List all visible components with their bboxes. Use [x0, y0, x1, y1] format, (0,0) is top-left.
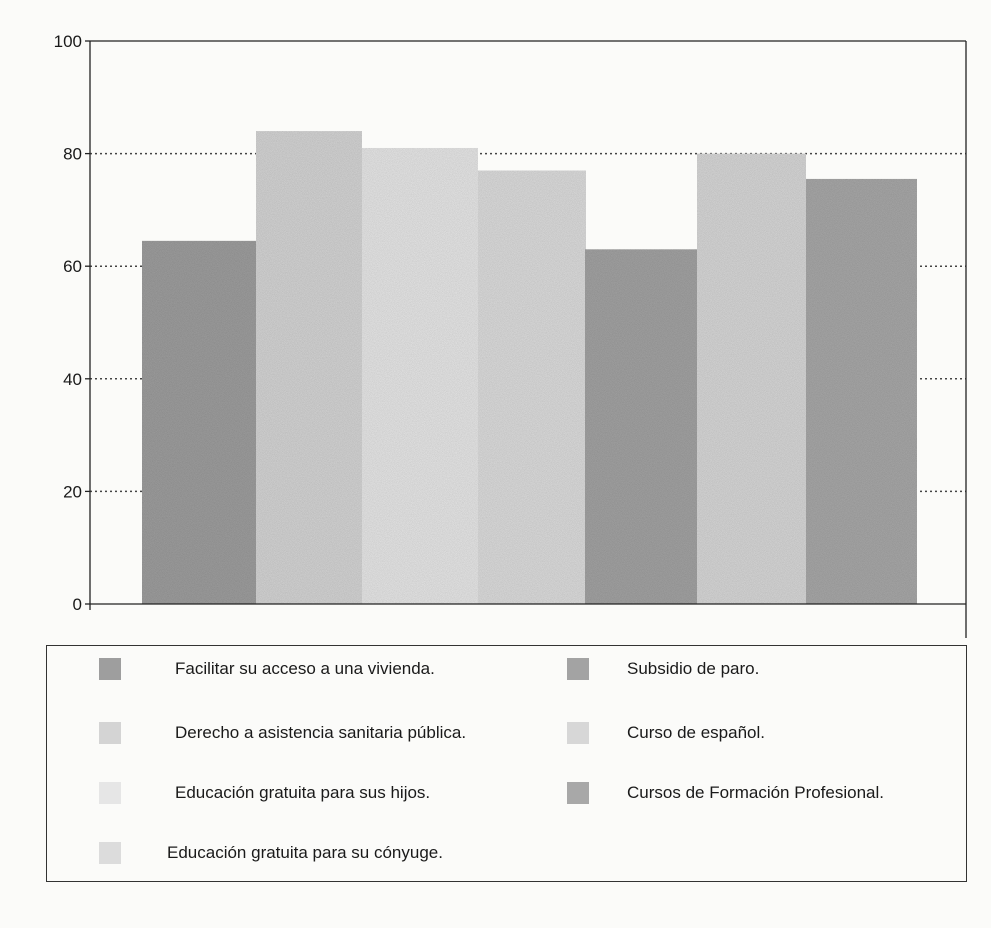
y-tick-label: 0	[73, 595, 82, 614]
legend-item-1: Facilitar su acceso a una vivienda.	[99, 658, 435, 680]
bar-4	[478, 170, 586, 605]
y-tick-label: 80	[63, 145, 82, 164]
axes	[85, 40, 967, 638]
legend-item-7: Cursos de Formación Profesional.	[567, 782, 884, 804]
legend-item-6: Curso de español.	[567, 722, 765, 744]
legend-label: Curso de español.	[627, 723, 765, 742]
legend-label: Educación gratuita para su cónyuge.	[167, 843, 443, 862]
bar-7	[806, 178, 917, 604]
y-tick-labels: 0 20 40 60 80 100	[54, 32, 82, 614]
legend-swatch	[567, 722, 589, 744]
legend-swatch	[99, 842, 121, 864]
legend-item-5: Subsidio de paro.	[567, 658, 759, 680]
legend-label: Derecho a asistencia sanitaria pública.	[175, 723, 467, 742]
bars	[142, 131, 917, 605]
bar-3	[362, 147, 478, 604]
legend-label: Cursos de Formación Profesional.	[627, 783, 885, 802]
legend-swatch	[99, 722, 121, 744]
legend-label: Subsidio de paro.	[627, 659, 760, 678]
legend-swatch	[99, 658, 121, 680]
legend-item-2: Derecho a asistencia sanitaria pública.	[99, 722, 466, 744]
y-tick-label: 40	[63, 370, 82, 389]
legend-swatch	[567, 782, 589, 804]
bar-2	[256, 131, 362, 604]
y-tick-label: 60	[63, 257, 82, 276]
legend-item-4: Educación gratuita para su cónyuge.	[99, 842, 443, 864]
legend-swatch	[567, 658, 589, 680]
legend-label: Educación gratuita para sus hijos.	[175, 783, 431, 802]
bar-6	[697, 153, 806, 604]
bar-chart: 0 20 40 60 80 100	[54, 32, 967, 638]
legend: Facilitar su acceso a una vivienda. Derec…	[46, 645, 967, 882]
legend-swatch	[99, 782, 121, 804]
bar-5	[585, 249, 697, 604]
bar-1	[142, 240, 256, 605]
y-tick-label: 100	[54, 32, 82, 51]
legend-item-3: Educación gratuita para sus hijos.	[99, 782, 430, 804]
legend-label: Facilitar su acceso a una vivienda.	[175, 659, 435, 678]
y-tick-label: 20	[63, 482, 82, 501]
